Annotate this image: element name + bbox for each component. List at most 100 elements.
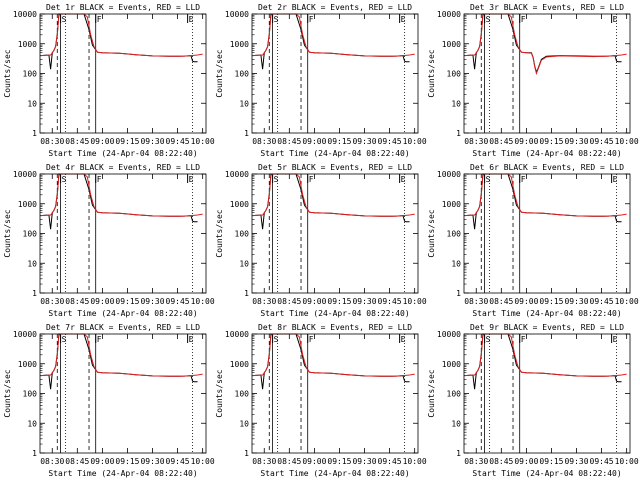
x-tick-label: 09:30 (564, 457, 588, 466)
interval-marker-label: S (274, 15, 279, 24)
x-tick-label: 08:45 (65, 137, 89, 146)
y-tick-label: 1 (32, 449, 37, 458)
y-axis-label: Counts/sec (215, 49, 224, 97)
panel-title: Det 4r BLACK = Events, RED = LLD (46, 163, 200, 172)
y-tick-label: 1000 (230, 40, 249, 49)
x-tick-label: 09:45 (166, 457, 190, 466)
x-tick-label: 08:45 (489, 457, 513, 466)
x-tick-label: 09:15 (115, 137, 139, 146)
x-tick-label: 09:45 (378, 457, 402, 466)
x-tick-label: 08:45 (489, 297, 513, 306)
x-tick-label: 09:45 (590, 137, 614, 146)
y-axis-label: Counts/sec (3, 209, 12, 257)
x-tick-label: 08:45 (277, 457, 301, 466)
panel-title: Det 6r BLACK = Events, RED = LLD (470, 163, 624, 172)
y-axis-label: Counts/sec (3, 49, 12, 97)
x-tick-label: 09:15 (327, 297, 351, 306)
x-tick-label: 09:45 (378, 137, 402, 146)
interval-marker-label: F (309, 15, 314, 24)
plot-frame (251, 333, 419, 454)
detector-panel: Det 5r BLACK = Events, RED = LLD Counts/s… (215, 163, 427, 318)
plot-frame (39, 333, 207, 454)
x-tick-label: 09:30 (352, 137, 376, 146)
interval-marker-label: S (486, 15, 491, 24)
x-tick-label: 10:00 (615, 457, 639, 466)
x-tick-label: 09:00 (514, 457, 538, 466)
x-tick-label: 09:45 (590, 297, 614, 306)
x-tick-label: 09:30 (564, 137, 588, 146)
y-tick-label: 10 (451, 419, 461, 428)
y-tick-label: 100 (235, 390, 250, 399)
plot-frame (39, 173, 207, 294)
y-tick-label: 10 (239, 419, 249, 428)
x-tick-label: 10:00 (403, 137, 427, 146)
x-tick-label: 09:00 (514, 137, 538, 146)
lld-series-line (464, 333, 627, 377)
x-tick-label: 09:00 (302, 457, 326, 466)
interval-marker-label: E (189, 15, 194, 24)
x-tick-label: 09:15 (327, 457, 351, 466)
x-tick-label: 09:15 (539, 297, 563, 306)
y-tick-label: 100 (447, 230, 462, 239)
lld-series-line (464, 13, 627, 76)
plot-frame (39, 13, 207, 134)
interval-marker-label: F (309, 175, 314, 184)
x-tick-label: 08:45 (65, 457, 89, 466)
x-tick-label: 08:45 (489, 137, 513, 146)
y-tick-label: 1000 (230, 360, 249, 369)
y-tick-label: 1 (244, 129, 249, 138)
panel-title: Det 1r BLACK = Events, RED = LLD (46, 3, 200, 12)
y-tick-label: 10 (27, 99, 37, 108)
y-tick-label: 10000 (437, 330, 461, 339)
y-tick-label: 1000 (442, 200, 461, 209)
y-tick-label: 100 (447, 70, 462, 79)
x-tick-label: 09:00 (302, 297, 326, 306)
x-tick-label: 10:00 (615, 297, 639, 306)
y-axis-label: Counts/sec (427, 209, 436, 257)
x-tick-label: 09:00 (90, 457, 114, 466)
panel-title: Det 5r BLACK = Events, RED = LLD (258, 163, 412, 172)
y-tick-label: 10000 (13, 10, 37, 19)
y-axis-label: Counts/sec (215, 369, 224, 417)
x-tick-label: 09:45 (166, 137, 190, 146)
x-tick-label: 08:30 (464, 137, 488, 146)
interval-marker-label: E (401, 15, 406, 24)
x-tick-label: 10:00 (615, 137, 639, 146)
y-tick-label: 10 (451, 259, 461, 268)
x-tick-label: 08:30 (252, 457, 276, 466)
y-tick-label: 1 (244, 289, 249, 298)
lld-series-line (40, 173, 203, 217)
detector-panel: Det 2r BLACK = Events, RED = LLD Counts/s… (215, 3, 427, 158)
y-tick-label: 100 (447, 390, 462, 399)
y-tick-label: 100 (235, 70, 250, 79)
interval-marker-label: S (62, 335, 67, 344)
y-tick-label: 10000 (437, 10, 461, 19)
x-axis-label: Start Time (24-Apr-04 08:22:40) (260, 309, 409, 318)
interval-marker-label: S (62, 15, 67, 24)
x-tick-label: 09:15 (327, 137, 351, 146)
detector-panel: Det 7r BLACK = Events, RED = LLD Counts/s… (3, 323, 215, 478)
plot-frame (251, 173, 419, 294)
x-tick-label: 08:30 (40, 297, 64, 306)
interval-marker-label: F (521, 335, 526, 344)
x-tick-label: 08:30 (464, 297, 488, 306)
detector-panel: Det 9r BLACK = Events, RED = LLD Counts/s… (427, 323, 639, 478)
panel-title: Det 3r BLACK = Events, RED = LLD (470, 3, 624, 12)
y-tick-label: 100 (23, 390, 38, 399)
interval-marker-label: S (274, 175, 279, 184)
x-tick-label: 09:00 (514, 297, 538, 306)
y-tick-label: 10000 (225, 330, 249, 339)
y-tick-label: 1000 (18, 200, 37, 209)
x-tick-label: 10:00 (403, 297, 427, 306)
y-tick-label: 100 (23, 230, 38, 239)
lld-series-line (464, 173, 627, 217)
y-tick-label: 10 (27, 259, 37, 268)
panel-title: Det 2r BLACK = Events, RED = LLD (258, 3, 412, 12)
interval-marker-label: E (401, 335, 406, 344)
x-tick-label: 09:15 (539, 137, 563, 146)
x-tick-label: 09:30 (140, 137, 164, 146)
interval-marker-label: S (486, 175, 491, 184)
x-tick-label: 09:30 (352, 297, 376, 306)
plot-frame (463, 13, 631, 134)
x-tick-label: 10:00 (191, 297, 215, 306)
